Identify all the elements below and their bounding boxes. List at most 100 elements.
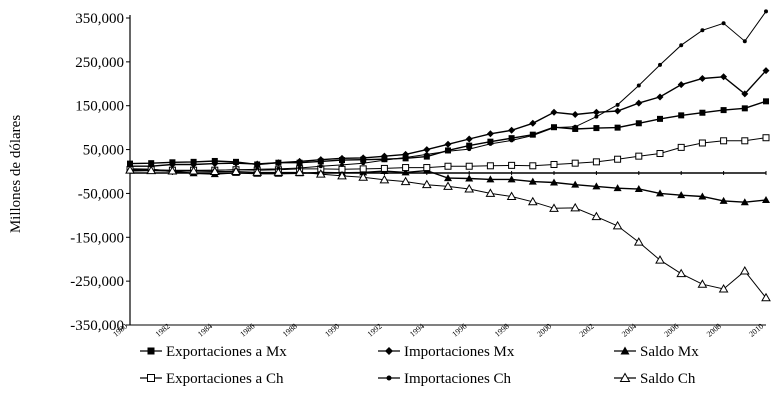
series-4 [126,134,770,174]
data-point [380,152,388,160]
x-tick-label: 2006 [662,322,680,339]
x-tick-label: 1998 [493,322,511,339]
data-point [591,211,602,221]
data-point [253,160,261,168]
data-point [529,119,537,127]
data-point [657,115,663,122]
data-point [125,165,135,174]
data-point [741,90,749,98]
data-point [592,108,600,116]
data-point [146,165,157,175]
data-point [721,21,726,26]
data-point [211,160,219,168]
data-point [486,175,495,183]
x-tick-label: 1984 [196,322,214,339]
data-point [614,155,622,163]
data-point [698,139,706,147]
data-point [486,162,494,170]
data-point [530,133,535,138]
legend-marker [619,372,631,382]
data-point [508,161,516,169]
x-tick-label: 1988 [281,322,299,339]
data-point [317,156,325,164]
data-point [466,142,473,149]
y-axis-title: Millones de dólares [8,115,24,233]
legend-marker [620,346,630,355]
data-point [508,135,515,142]
x-tick-label: 1994 [408,322,426,339]
data-point [423,153,430,160]
data-point [614,124,621,131]
series-layer [125,9,771,302]
data-point [764,9,768,14]
data-point [656,93,664,101]
data-point [421,179,432,189]
legend-label: Importaciones Ch [404,371,512,387]
data-point [361,161,366,166]
legend-item-6: Saldo Ch [614,371,696,387]
y-tick-label: 250,000 [75,55,124,71]
data-point [741,105,748,112]
data-point [402,150,410,158]
legend-item-5: Importaciones Ch [378,371,512,387]
legend-label: Exportaciones a Ch [166,371,284,387]
data-point [698,192,707,200]
x-tick-label: 2008 [705,322,723,339]
x-tick-label: 2004 [620,322,638,339]
data-point [318,164,323,169]
data-point [570,202,581,212]
data-point [741,137,749,145]
data-point [465,135,473,143]
data-point [762,134,770,142]
data-point [507,175,516,183]
data-point [656,189,664,197]
data-point [465,162,473,170]
data-point [739,266,750,275]
data-point [720,107,727,114]
data-point [528,177,537,185]
legend-item-3: Saldo Mx [614,344,699,360]
data-point [635,120,642,127]
y-tick-label: 50,000 [83,143,124,159]
y-axis: 350,000 250,000 150,000 50,000 -50,000 -150,0… [70,11,131,334]
x-axis: 1980 1982 1984 1986 1988 1990 1992 1994 1996 1998… [111,171,767,339]
x-tick-label: 1982 [154,322,172,339]
data-point [573,124,578,129]
data-point [465,174,474,182]
data-point [273,167,284,176]
data-point [231,166,241,175]
data-point [190,160,198,168]
data-point [274,159,282,167]
data-point [296,157,304,165]
y-tick-label: -50,000 [78,186,124,202]
data-point [487,138,494,145]
data-point [403,155,408,160]
data-point [720,137,728,145]
data-point [464,184,475,193]
data-point [382,158,387,163]
data-point [634,185,643,193]
data-point [655,255,665,264]
data-point [572,125,579,132]
data-point [697,279,708,288]
data-point [740,198,749,206]
data-point [359,154,367,162]
data-point [485,188,496,197]
data-point [509,138,514,143]
data-point [614,107,622,115]
data-point [677,81,685,89]
data-point [359,165,367,173]
data-point [635,99,643,107]
x-tick-label: 2010 [747,322,765,339]
data-point [612,220,623,230]
x-tick-label: 1992 [366,322,384,339]
data-point [762,196,770,204]
data-point [527,196,538,206]
data-point [294,167,305,176]
legend-marker [147,347,155,355]
data-point [592,182,601,190]
legend-marker [385,347,393,355]
legend-label: Importaciones Mx [404,344,515,360]
data-point [550,160,558,168]
y-tick-label: -250,000 [70,274,124,290]
